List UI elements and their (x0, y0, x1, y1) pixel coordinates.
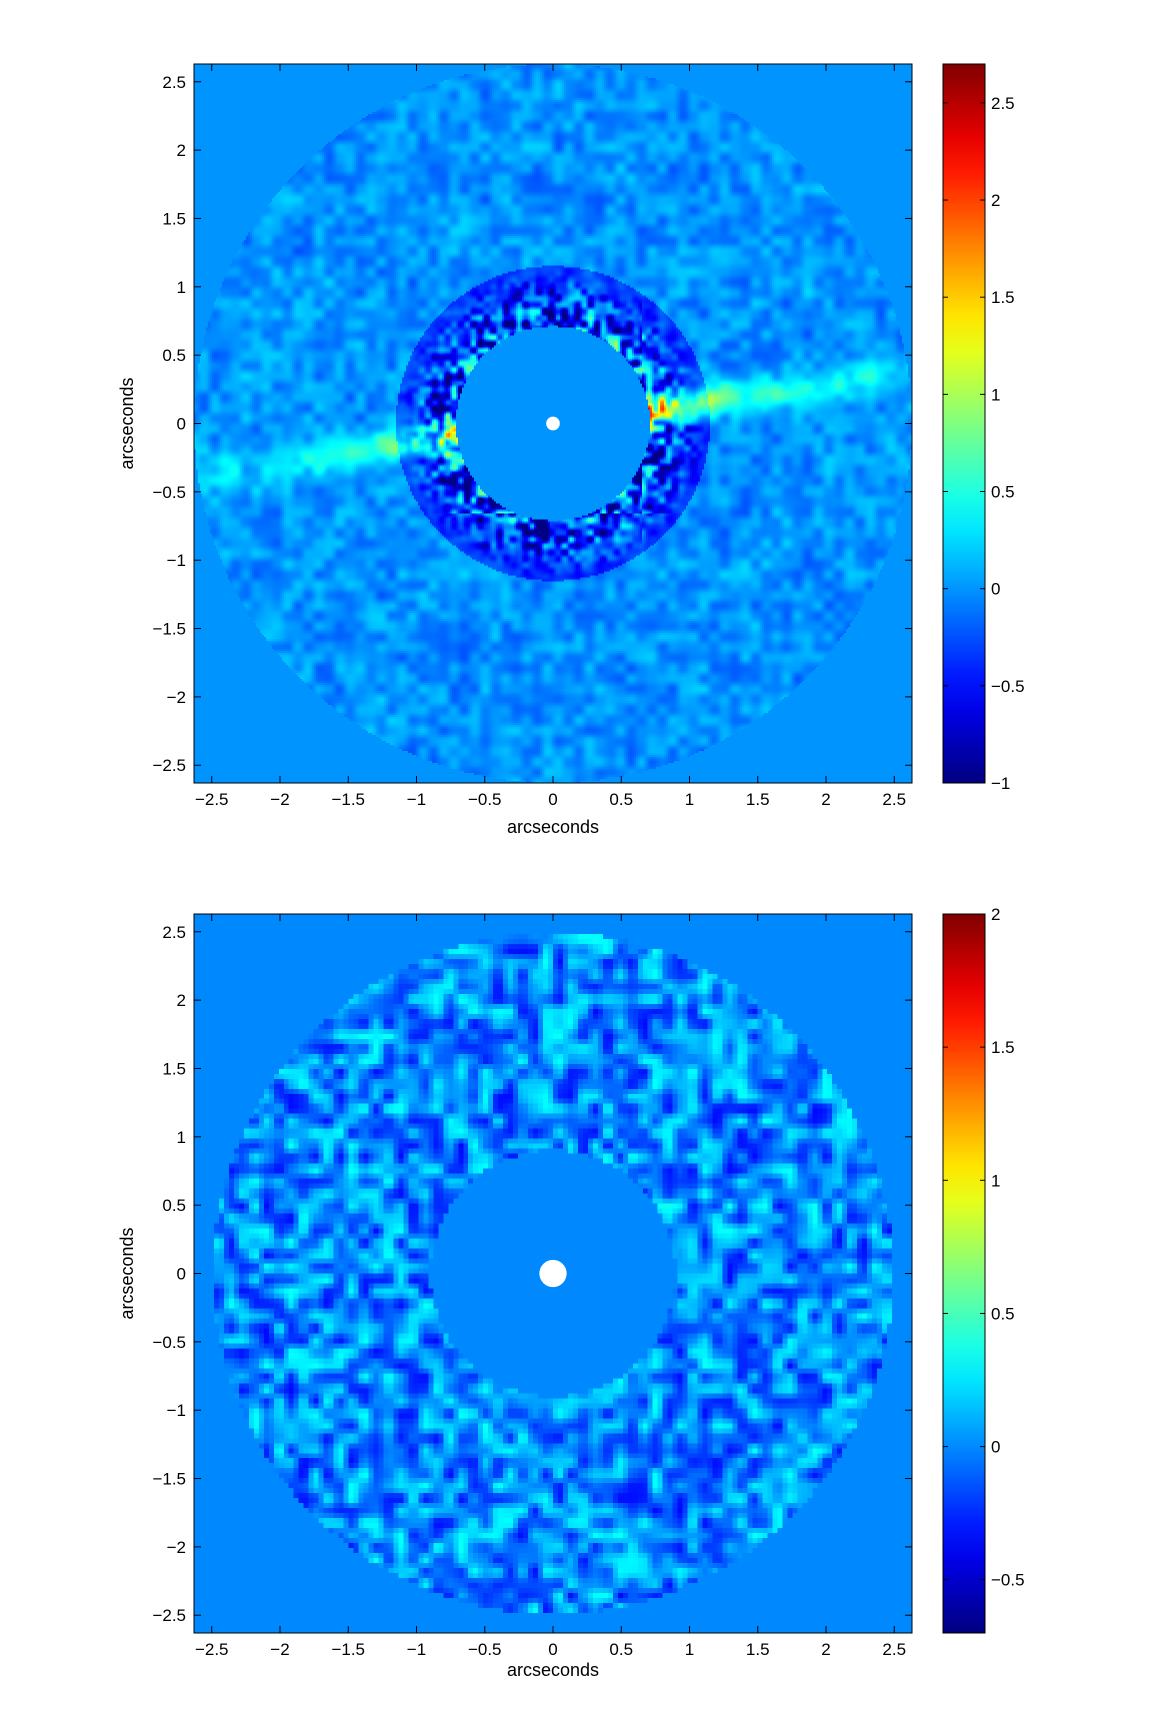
bottom-chart: −2.5 −2 −1.5 −1 −0.5 0 0.5 1 1.5 2 2.5 −2.5 −2 −1.5 −1… (117, 905, 1025, 1680)
y-tick-label: −0.5 (152, 483, 186, 502)
colorbar-tick-label: 0.5 (991, 1304, 1015, 1323)
y-tick-label: −2.5 (152, 756, 186, 775)
y-tick-label: 2.5 (162, 923, 186, 942)
y-tick-label: −2 (167, 688, 186, 707)
x-tick-label: 2 (821, 1640, 830, 1659)
colorbar-tick-label: 0 (991, 580, 1000, 599)
x-tick-label: −1 (407, 1640, 426, 1659)
x-tick-label: −2.5 (195, 790, 229, 809)
colorbar (942, 63, 986, 784)
colorbar-tick-label: 2.5 (991, 94, 1015, 113)
y-tick-label: 1 (177, 1128, 186, 1147)
y-tick-label: −1 (167, 551, 186, 570)
y-tick-label: 0.5 (162, 346, 186, 365)
x-tick-label: 1.5 (746, 1640, 770, 1659)
x-tick-label: 2.5 (882, 790, 906, 809)
x-tick-label: −2 (270, 1640, 289, 1659)
colorbar-tick-label: −0.5 (991, 677, 1025, 696)
x-tick-label: 1 (685, 1640, 694, 1659)
x-tick-label: 0.5 (609, 790, 633, 809)
y-tick-label: −2 (167, 1538, 186, 1557)
y-tick-label: 1.5 (162, 1059, 186, 1078)
x-tick-label: −1.5 (331, 790, 365, 809)
colorbar-tick-label: 2 (991, 905, 1000, 924)
y-axis-label: arcseconds (117, 377, 137, 469)
y-tick-label: −2.5 (152, 1606, 186, 1625)
colorbar-tick-label: −1 (991, 774, 1010, 793)
y-tick-label: −1.5 (152, 1470, 186, 1489)
x-tick-label: 1 (685, 790, 694, 809)
colorbar-tick-label: −0.5 (991, 1571, 1025, 1590)
x-tick-label: −2.5 (195, 1640, 229, 1659)
y-tick-label: −1.5 (152, 620, 186, 639)
y-tick-label: 1.5 (162, 209, 186, 228)
x-tick-label: −0.5 (468, 790, 502, 809)
y-tick-label: −0.5 (152, 1333, 186, 1352)
y-axis-label: arcseconds (117, 1227, 137, 1319)
colorbar-tick-label: 1 (991, 1171, 1000, 1190)
x-tick-label: 2 (821, 790, 830, 809)
top-panel: −2.5 −2 −1.5 −1 −0.5 0 0.5 1 1.5 2 2.5 −2.5 −2 −1.5 −1… (0, 0, 1166, 860)
colorbar-tick-label: 2 (991, 191, 1000, 210)
x-tick-label: 0.5 (609, 1640, 633, 1659)
bottom-panel: −2.5 −2 −1.5 −1 −0.5 0 0.5 1 1.5 2 2.5 −2.5 −2 −1.5 −1… (0, 850, 1166, 1729)
x-tick-label: −2 (270, 790, 289, 809)
colorbar-tick-label: 1.5 (991, 1038, 1015, 1057)
y-tick-label: 1 (177, 278, 186, 297)
colorbar-tick-label: 1 (991, 385, 1000, 404)
y-tick-label: 2 (177, 991, 186, 1010)
x-tick-label: −1.5 (331, 1640, 365, 1659)
x-axis-label: arcseconds (507, 1660, 599, 1680)
x-tick-label: 1.5 (746, 790, 770, 809)
colorbar-tick-label: 1.5 (991, 288, 1015, 307)
y-tick-label: 0 (177, 1265, 186, 1284)
x-tick-label: 0 (548, 1640, 557, 1659)
x-axis-label: arcseconds (507, 817, 599, 837)
y-tick-label: −1 (167, 1401, 186, 1420)
y-tick-label: 0 (177, 415, 186, 434)
colorbar (942, 913, 986, 1634)
x-tick-label: 0 (548, 790, 557, 809)
y-tick-label: 0.5 (162, 1196, 186, 1215)
top-chart: −2.5 −2 −1.5 −1 −0.5 0 0.5 1 1.5 2 2.5 −2.5 −2 −1.5 −1… (117, 63, 1025, 837)
x-tick-label: −0.5 (468, 1640, 502, 1659)
y-tick-label: 2 (177, 141, 186, 160)
y-tick-label: 2.5 (162, 73, 186, 92)
x-tick-label: −1 (407, 790, 426, 809)
colorbar-tick-label: 0.5 (991, 483, 1015, 502)
star-position-marker (539, 1259, 567, 1288)
x-tick-label: 2.5 (882, 1640, 906, 1659)
star-position-marker (546, 416, 560, 431)
colorbar-tick-label: 0 (991, 1438, 1000, 1457)
